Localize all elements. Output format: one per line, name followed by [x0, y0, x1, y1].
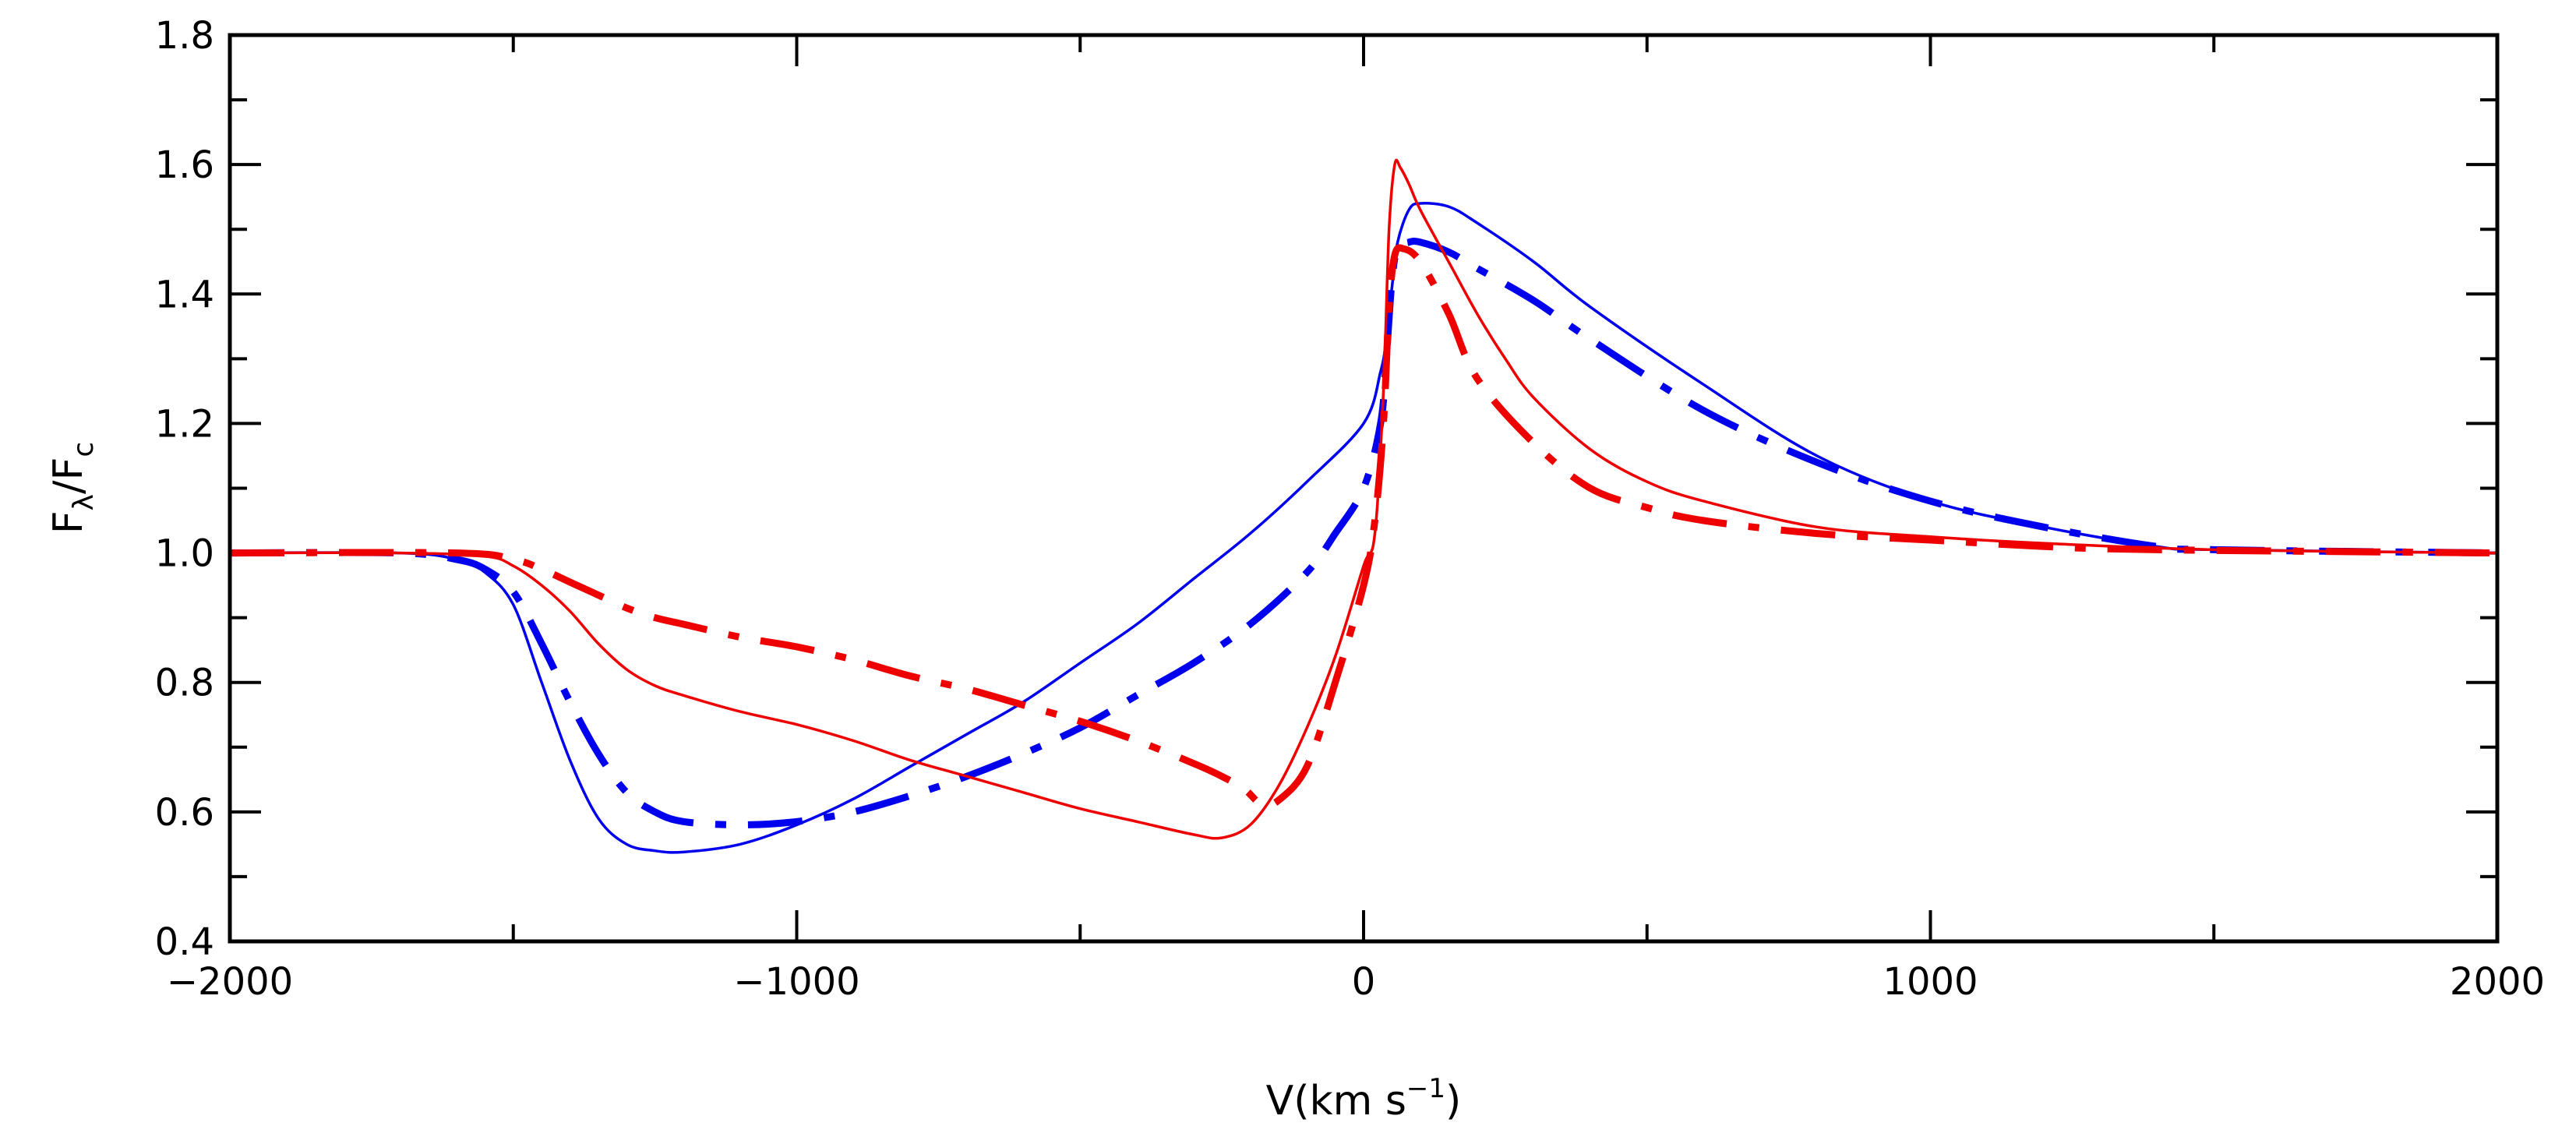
plot-frame: [228, 33, 2500, 944]
y-tick-label: 0.4: [155, 920, 214, 964]
x-axis-label-close: ): [1445, 1078, 1461, 1125]
x-tick-label: 0: [1352, 960, 1376, 1004]
series-line-blue-solid: [229, 202, 2498, 854]
y-tick-label: 1.2: [155, 402, 214, 446]
y-tick-label: 0.8: [155, 662, 214, 705]
series-line-red-dashdot: [229, 244, 2498, 809]
y-tick-label: 1.8: [155, 14, 214, 58]
x-axis-label-main: V(km s: [1266, 1078, 1406, 1125]
x-tick-label: −2000: [167, 960, 293, 1004]
y-axis-label-sub1: λ: [68, 494, 100, 510]
y-axis-label-main: F: [45, 510, 92, 534]
series-layer: [229, 158, 2498, 854]
x-axis-label-sup: −1: [1406, 1073, 1445, 1104]
x-tick-label: −1000: [733, 960, 859, 1004]
x-tick-label: 2000: [2450, 960, 2545, 1004]
y-axis-label-slash: /F: [45, 457, 92, 494]
axis-ticks: [228, 34, 2499, 943]
y-tick-label: 1.4: [155, 273, 214, 316]
series-line-blue-dashdot: [229, 238, 2498, 828]
y-axis-label-sub2: c: [68, 442, 100, 457]
series-line-red-solid: [229, 158, 2498, 840]
y-tick-label: 1.0: [155, 532, 214, 576]
y-tick-label: 1.6: [155, 143, 214, 187]
tick-labels: −2000 −1000 0 1000 2000 0.4 0.6 0.8 1.0 1.2 1.4 1.6…: [155, 14, 2545, 1004]
y-tick-label: 0.6: [155, 791, 214, 835]
x-axis-label: V(km s−1): [1266, 1073, 1462, 1125]
x-tick-label: 1000: [1883, 960, 1978, 1004]
y-axis-label: Fλ/Fc: [45, 442, 100, 534]
